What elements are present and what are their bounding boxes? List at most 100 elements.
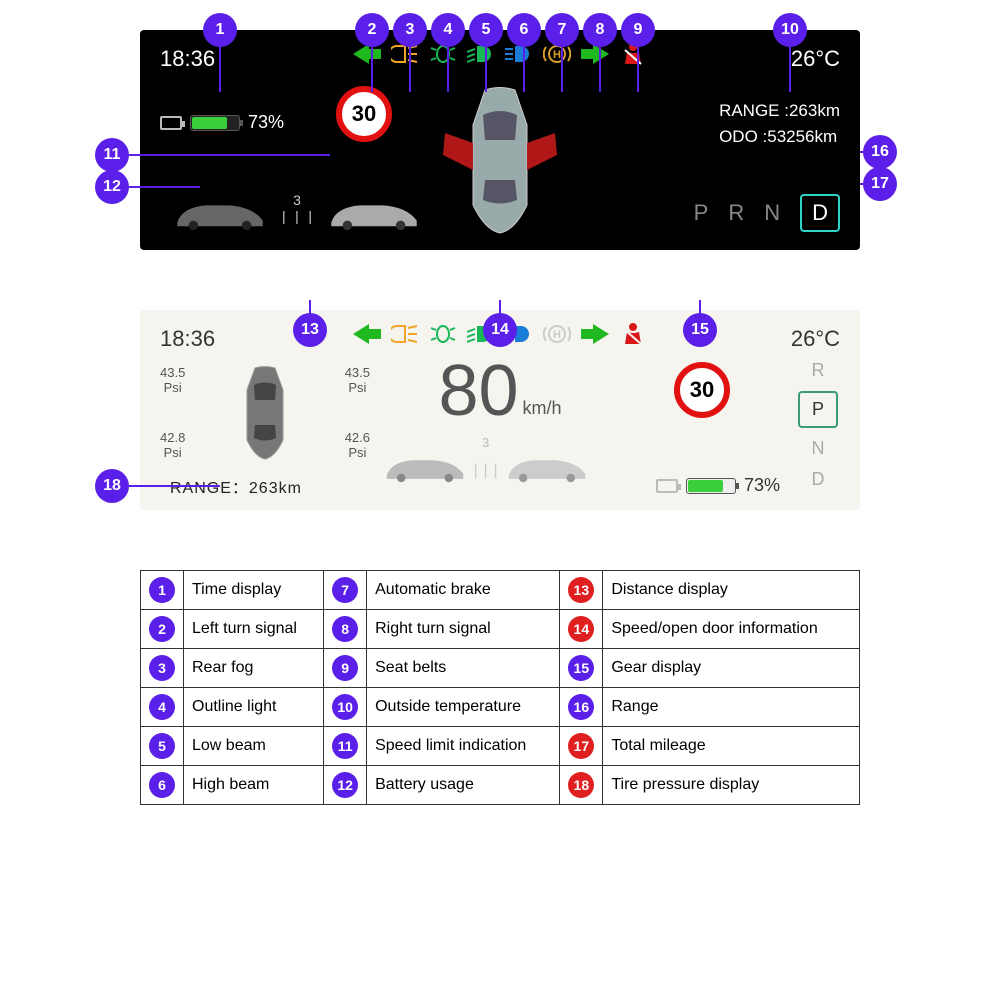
legend-badge-16: 16 — [568, 694, 594, 720]
legend-badge-13: 13 — [568, 577, 594, 603]
callout-10: 10 — [773, 13, 807, 47]
callout-3: 3 — [393, 13, 427, 47]
callout-15: 15 — [683, 313, 717, 347]
battery-usage: 73% — [656, 475, 780, 496]
callout-8: 8 — [583, 13, 617, 47]
callout-16: 16 — [863, 135, 897, 169]
legend-text-4: Outline light — [184, 688, 324, 727]
dashboard-dark: 18:36 26°C H — [140, 30, 860, 250]
legend-badge-8: 8 — [332, 616, 358, 642]
gear-display: RPND — [798, 360, 838, 490]
callout-11: 11 — [95, 138, 129, 172]
left-turn-signal-icon — [353, 322, 381, 346]
legend-badge-11: 11 — [332, 733, 358, 759]
battery-outline-icon — [160, 116, 182, 130]
legend-text-3: Rear fog — [184, 649, 324, 688]
gear-p: P — [694, 200, 709, 226]
legend-badge-2: 2 — [149, 616, 175, 642]
legend-table: 1 Time display 7 Automatic brake 13 Distance … — [140, 570, 860, 805]
car-top-icon — [230, 365, 300, 460]
distance-gap-value: 3 — [282, 192, 312, 208]
gear-p: P — [798, 391, 838, 428]
legend-text-18: Tire pressure display — [603, 766, 860, 805]
legend-badge-3: 3 — [149, 655, 175, 681]
battery-usage: 73% — [160, 112, 284, 133]
battery-bar — [686, 478, 736, 494]
callout-18: 18 — [95, 469, 129, 503]
callout-5: 5 — [469, 13, 503, 47]
gear-d: D — [800, 194, 840, 232]
rear-fog-icon — [391, 322, 419, 346]
range-odo-block: RANGE :263km ODO :53256km — [719, 98, 840, 149]
gear-n: N — [764, 200, 780, 226]
gear-r: R — [811, 360, 824, 381]
callout-4: 4 — [431, 13, 465, 47]
tire-pressure-display: 43.5Psi 43.5Psi 42.8Psi 42.6Psi — [160, 365, 370, 460]
car-behind-icon — [170, 194, 270, 232]
battery-bar — [190, 115, 240, 131]
legend-text-14: Speed/open door information — [603, 610, 860, 649]
range-row: RANGE :263km — [719, 98, 840, 124]
speed-display: 80 km/h — [438, 355, 561, 427]
seat-belts-icon — [619, 322, 647, 346]
odo-row: ODO :53256km — [719, 124, 840, 150]
gear-n: N — [811, 438, 824, 459]
callout-1: 1 — [203, 13, 237, 47]
legend-badge-9: 9 — [332, 655, 358, 681]
time-display: 18:36 — [160, 46, 215, 72]
automatic-brake-icon: H — [543, 322, 571, 346]
speed-open-door-display — [435, 85, 565, 235]
legend-badge-10: 10 — [332, 694, 358, 720]
speed-limit-indication: 30 — [674, 362, 730, 418]
legend-text-16: Range — [603, 688, 860, 727]
legend-text-15: Gear display — [603, 649, 860, 688]
legend-text-17: Total mileage — [603, 727, 860, 766]
legend-badge-5: 5 — [149, 733, 175, 759]
gear-display: PRND — [694, 194, 840, 232]
outside-temperature: 26°C — [791, 326, 840, 352]
diagram-area: 18:36 26°C H — [0, 0, 1001, 560]
battery-percent: 73% — [248, 112, 284, 133]
callout-2: 2 — [355, 13, 389, 47]
distance-display: 3 ||| — [170, 192, 424, 232]
battery-outline-icon — [656, 479, 678, 493]
time-display: 18:36 — [160, 326, 215, 352]
gear-r: R — [728, 200, 744, 226]
legend-text-7: Automatic brake — [367, 571, 560, 610]
right-turn-signal-icon — [581, 322, 609, 346]
svg-text:H: H — [553, 329, 561, 341]
legend-badge-18: 18 — [568, 772, 594, 798]
outline-light-icon — [429, 322, 457, 346]
svg-text:H: H — [553, 49, 561, 61]
callout-12: 12 — [95, 170, 129, 204]
legend-text-1: Time display — [184, 571, 324, 610]
distance-display: 3 ||| — [380, 435, 592, 484]
legend-text-6: High beam — [184, 766, 324, 805]
legend-badge-6: 6 — [149, 772, 175, 798]
legend-text-11: Speed limit indication — [367, 727, 560, 766]
legend-badge-15: 15 — [568, 655, 594, 681]
callout-13: 13 — [293, 313, 327, 347]
legend-badge-4: 4 — [149, 694, 175, 720]
legend-text-10: Outside temperature — [367, 688, 560, 727]
legend-text-12: Battery usage — [367, 766, 560, 805]
legend-badge-1: 1 — [149, 577, 175, 603]
car-behind-icon — [380, 450, 470, 484]
callout-9: 9 — [621, 13, 655, 47]
legend-badge-17: 17 — [568, 733, 594, 759]
legend-badge-7: 7 — [332, 577, 358, 603]
legend-badge-12: 12 — [332, 772, 358, 798]
car-ahead-icon — [502, 450, 592, 484]
callout-7: 7 — [545, 13, 579, 47]
speed-limit-indication: 30 — [336, 86, 392, 142]
legend-text-13: Distance display — [603, 571, 860, 610]
callout-14: 14 — [483, 313, 517, 347]
outside-temperature: 26°C — [791, 46, 840, 72]
battery-percent: 73% — [744, 475, 780, 496]
legend-text-5: Low beam — [184, 727, 324, 766]
legend-badge-14: 14 — [568, 616, 594, 642]
legend-text-8: Right turn signal — [367, 610, 560, 649]
legend-text-9: Seat belts — [367, 649, 560, 688]
legend-text-2: Left turn signal — [184, 610, 324, 649]
callout-17: 17 — [863, 167, 897, 201]
